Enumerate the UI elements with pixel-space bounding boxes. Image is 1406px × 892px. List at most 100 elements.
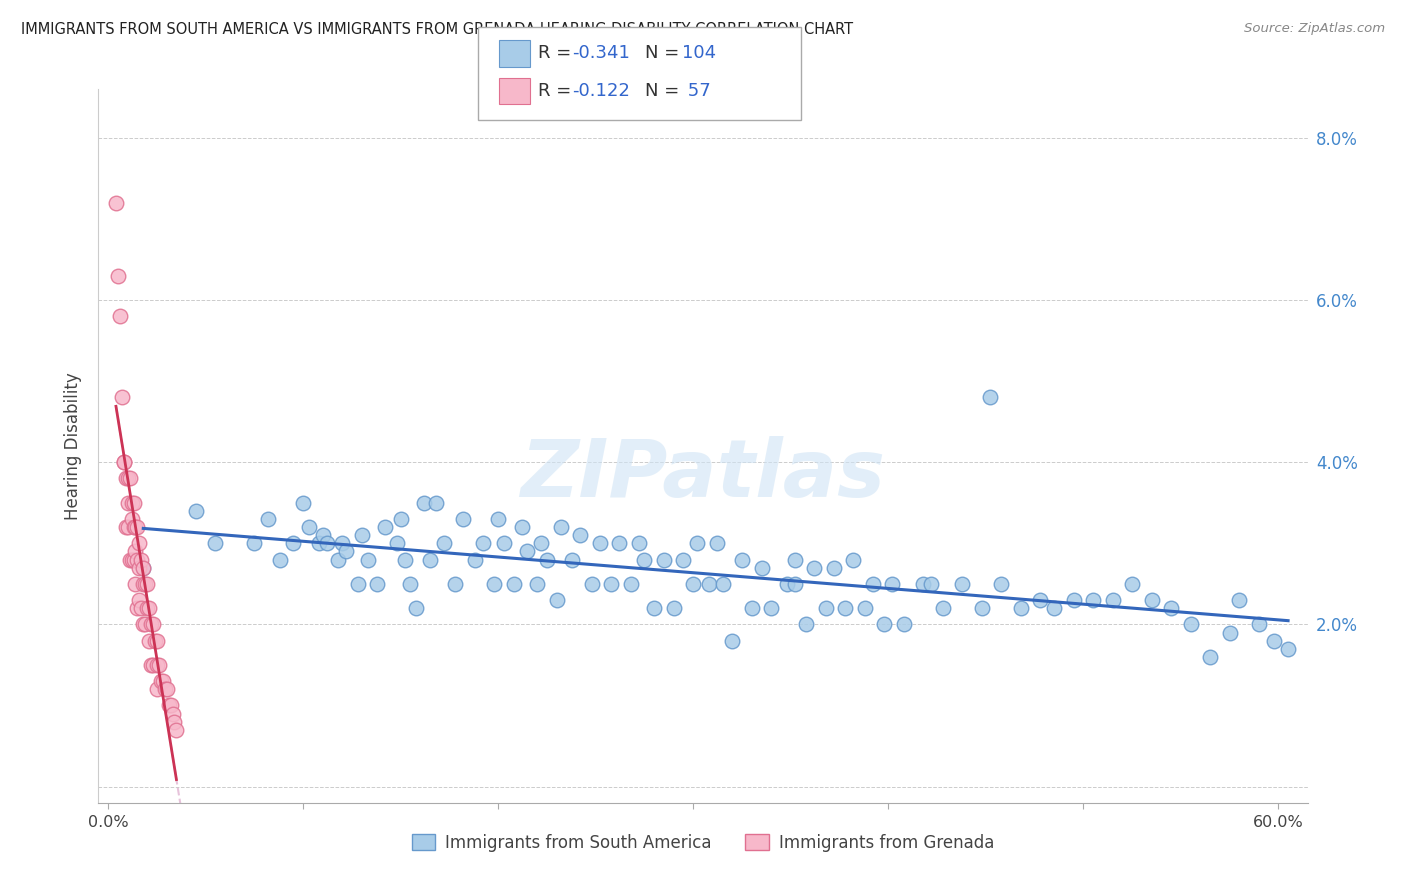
Point [796,617,818,632]
Point [257,512,280,526]
Point [932,601,955,615]
Point [121,512,143,526]
Point [526,577,548,591]
Point [112,455,135,469]
Y-axis label: Hearing Disability: Hearing Disability [65,372,83,520]
Point [530,536,553,550]
Point [107,268,129,283]
Point [146,633,169,648]
Point [731,552,754,566]
Point [153,682,176,697]
Point [536,552,558,566]
Point [970,601,993,615]
Point [1081,593,1104,607]
Point [132,560,155,574]
Point [374,520,396,534]
Point [292,496,315,510]
Point [1277,641,1299,656]
Point [600,577,623,591]
Point [118,552,141,566]
Point [350,528,373,542]
Point [882,577,904,591]
Point [124,577,146,591]
Point [652,552,675,566]
Point [149,674,172,689]
Point [159,698,181,713]
Point [814,601,837,615]
Point [132,560,155,574]
Point [486,512,509,526]
Point [142,657,165,672]
Point [117,520,139,534]
Point [1180,617,1202,632]
Point [662,601,685,615]
Text: 104: 104 [682,44,716,62]
Point [163,714,186,729]
Point [484,577,506,591]
Point [697,577,720,591]
Point [335,544,357,558]
Point [298,520,321,534]
Point [912,577,935,591]
Point [104,195,127,210]
Point [1160,601,1182,615]
Point [862,577,884,591]
Point [127,520,149,534]
Point [783,552,806,566]
Point [139,617,162,632]
Point [1247,617,1270,632]
Point [502,577,524,591]
Point [184,504,207,518]
Point [471,536,494,550]
Point [425,496,447,510]
Point [138,633,160,648]
Point [1219,625,1241,640]
Legend: Immigrants from South America, Immigrants from Grenada: Immigrants from South America, Immigrant… [405,828,1001,859]
Point [328,552,350,566]
Point [134,577,156,591]
Point [308,536,330,550]
Point [394,552,416,566]
Point [1199,649,1222,664]
Point [979,390,1001,404]
Point [620,577,643,591]
Point [643,601,665,615]
Point [1029,593,1052,607]
Text: R =: R = [538,44,578,62]
Point [893,617,915,632]
Point [108,310,131,324]
Point [124,544,146,558]
Point [853,601,876,615]
Point [516,544,538,558]
Text: R =: R = [538,82,578,100]
Point [165,723,187,737]
Point [451,512,474,526]
Point [152,674,174,689]
Point [134,617,156,632]
Point [711,577,734,591]
Point [510,520,533,534]
Point [146,657,169,672]
Point [131,601,153,615]
Point [128,560,150,574]
Point [117,496,139,510]
Point [162,706,184,721]
Point [330,536,353,550]
Point [136,601,159,615]
Text: Source: ZipAtlas.com: Source: ZipAtlas.com [1244,22,1385,36]
Point [751,560,773,574]
Point [346,577,368,591]
Text: N =: N = [645,44,685,62]
Point [124,520,146,534]
Point [127,601,149,615]
Point [131,552,153,566]
Point [588,536,610,550]
Point [834,601,856,615]
Text: -0.122: -0.122 [572,82,630,100]
Point [1140,593,1163,607]
Point [122,496,145,510]
Point [633,552,655,566]
Point [204,536,226,550]
Point [157,698,180,713]
Point [433,536,456,550]
